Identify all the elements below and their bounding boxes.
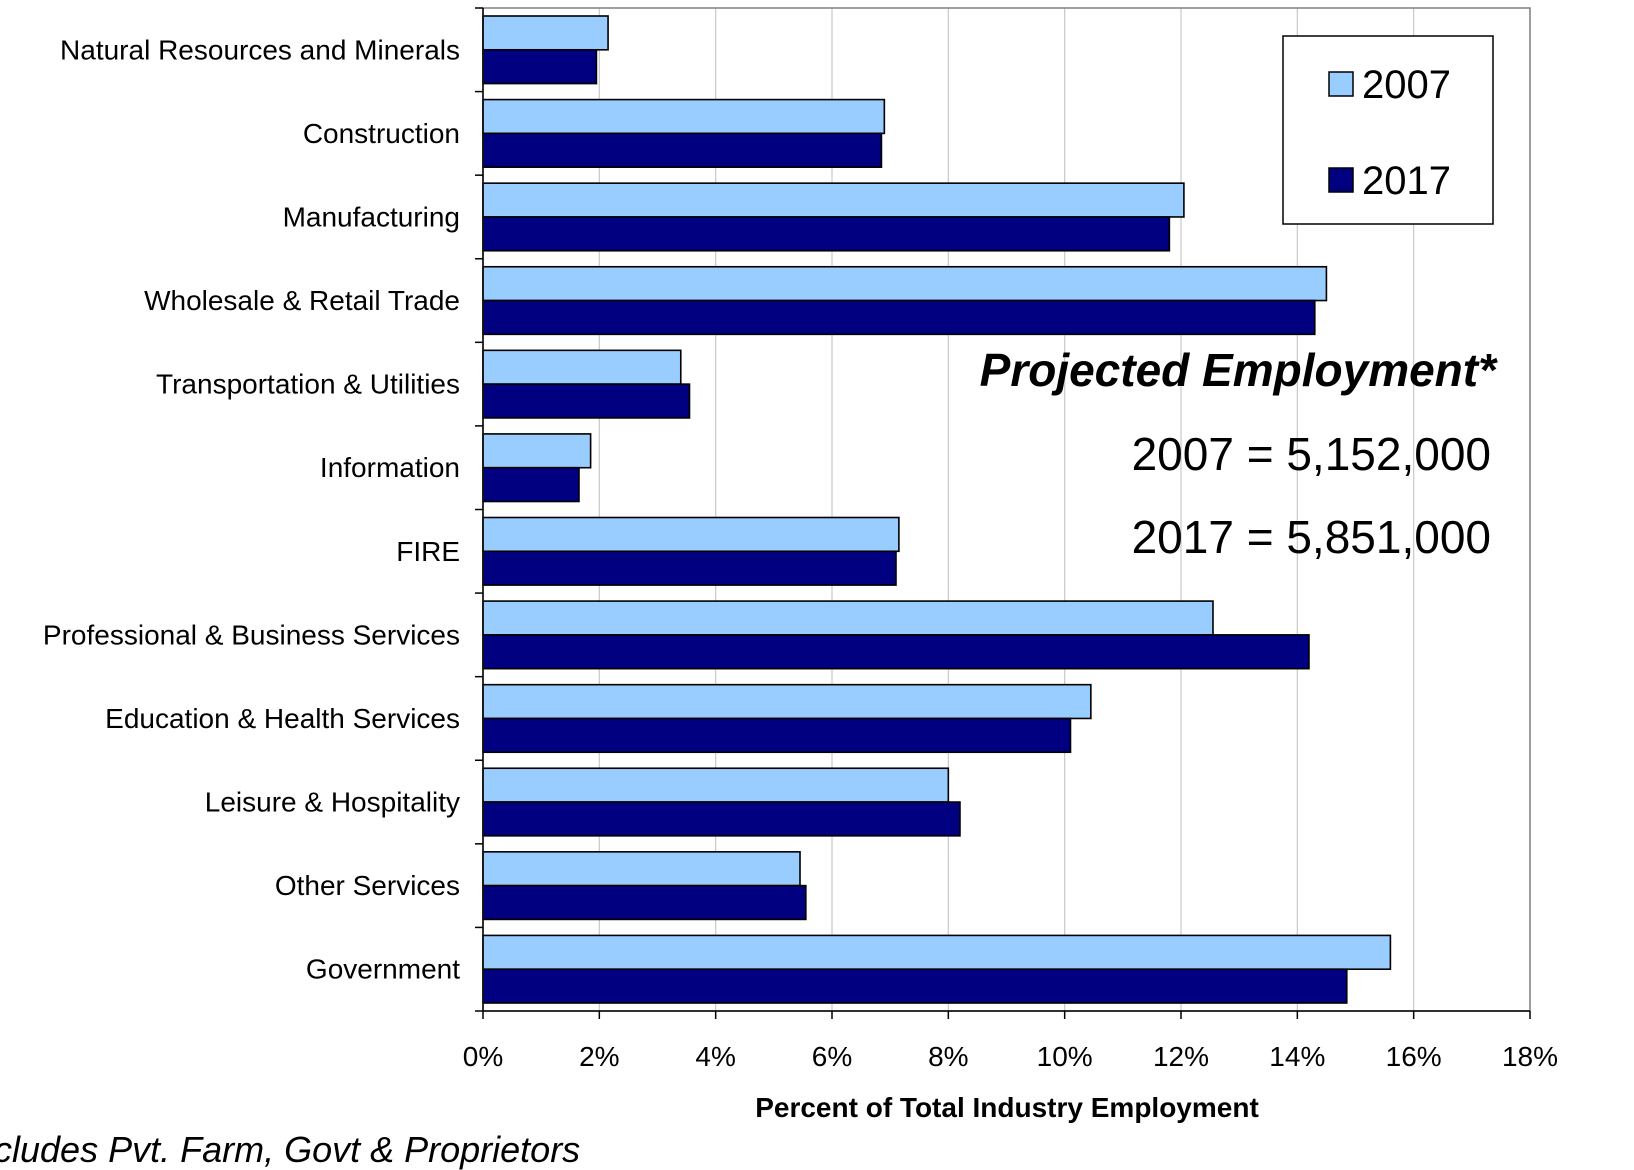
x-tick-label: 12% [1153, 1041, 1209, 1072]
bar-2007 [482, 683, 1092, 720]
annotation-title: Projected Employment* [980, 344, 1498, 396]
bar-2007 [482, 934, 1392, 971]
bar-2007 [482, 433, 592, 469]
x-tick-label: 6% [812, 1041, 852, 1072]
bar-2007 [482, 98, 886, 135]
x-tick-label: 14% [1269, 1041, 1325, 1072]
legend-swatch-2017 [1328, 167, 1354, 193]
x-tick-label: 2% [579, 1041, 619, 1072]
bar-2017 [482, 717, 1072, 754]
category-label: Information [320, 452, 460, 483]
annotation-2007-total: 2007 = 5,152,000 [1132, 428, 1491, 480]
bar-2007 [482, 516, 900, 553]
bar-2017 [482, 132, 883, 168]
x-tick-label: 0% [463, 1041, 503, 1072]
x-tick-label: 16% [1386, 1041, 1442, 1072]
category-label: Construction [303, 118, 460, 149]
category-label: Wholesale & Retail Trade [144, 285, 460, 316]
legend: 2007 2017 [1282, 35, 1494, 225]
bar-2007 [482, 767, 950, 803]
category-ticks [475, 7, 483, 1012]
category-label: FIRE [396, 536, 460, 567]
category-label: Transportation & Utilities [156, 369, 460, 400]
category-label: Manufacturing [283, 201, 460, 232]
category-label: Leisure & Hospitality [205, 787, 460, 818]
bar-2017 [482, 634, 1310, 670]
bar-2007 [482, 182, 1185, 218]
bar-2007 [482, 15, 609, 51]
category-label: Natural Resources and Minerals [60, 34, 460, 65]
bar-2017 [482, 216, 1171, 252]
category-label: Government [306, 954, 460, 985]
bar-2007 [482, 349, 682, 385]
category-label: Other Services [275, 870, 460, 901]
legend-box [1282, 35, 1494, 225]
x-ticks: 0% 2% 4% 6% 8% 10% 12% 14% 16% 18% [463, 1011, 1558, 1072]
x-tick-label: 4% [695, 1041, 735, 1072]
bar-2017 [482, 968, 1348, 1004]
legend-label-2007: 2007 [1362, 63, 1451, 107]
bar-2017 [482, 550, 897, 586]
bar-2017 [482, 383, 691, 419]
category-label: Education & Health Services [105, 703, 460, 734]
category-labels: Natural Resources and Minerals Constructi… [43, 34, 460, 984]
bar-2017 [482, 48, 598, 85]
bar-2017 [482, 466, 580, 503]
footnote: cludes Pvt. Farm, Govt & Proprietors [0, 1129, 580, 1170]
x-tick-label: 18% [1502, 1041, 1558, 1072]
x-axis-title: Percent of Total Industry Employment [755, 1092, 1259, 1123]
bar-2007 [482, 265, 1328, 302]
legend-label-2017: 2017 [1362, 159, 1451, 203]
x-tick-label: 8% [928, 1041, 968, 1072]
bar-2017 [482, 299, 1316, 336]
bar-2007 [482, 851, 801, 887]
x-tick-label: 10% [1037, 1041, 1093, 1072]
bar-2017 [482, 884, 807, 921]
projected-employment-annotation: Projected Employment* 2007 = 5,152,000 2… [980, 344, 1498, 563]
legend-swatch-2007 [1328, 71, 1354, 97]
bars [482, 15, 1392, 1004]
bar-2017 [482, 801, 961, 837]
annotation-2017-total: 2017 = 5,851,000 [1132, 511, 1491, 563]
category-label: Professional & Business Services [43, 619, 460, 650]
bar-2007 [482, 600, 1214, 636]
